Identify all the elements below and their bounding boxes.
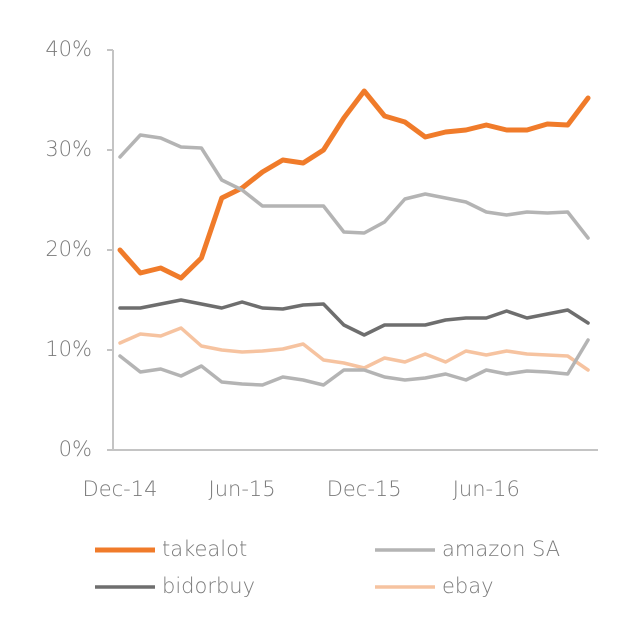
legend-label: ebay: [442, 574, 494, 598]
x-tick-label: Dec-15: [327, 477, 402, 501]
x-tick-label: Jun-16: [453, 477, 520, 501]
x-tick-label: Dec-14: [83, 477, 158, 501]
legend-label: takealot: [162, 537, 247, 561]
legend-label: bidorbuy: [162, 574, 255, 598]
series-line: [118, 133, 590, 240]
y-tick-label: 30%: [45, 137, 92, 161]
y-tick-label: 10%: [45, 337, 92, 361]
series-line: [117, 88, 591, 281]
series-line: [118, 326, 590, 372]
series-line: [118, 338, 590, 387]
series-line: [118, 298, 590, 337]
legend-label: amazon SA: [442, 537, 560, 561]
x-tick-label: Jun-15: [209, 477, 276, 501]
y-tick-label: 20%: [45, 237, 92, 261]
y-tick-label: 0%: [59, 437, 92, 461]
y-tick-label: 40%: [45, 37, 92, 61]
